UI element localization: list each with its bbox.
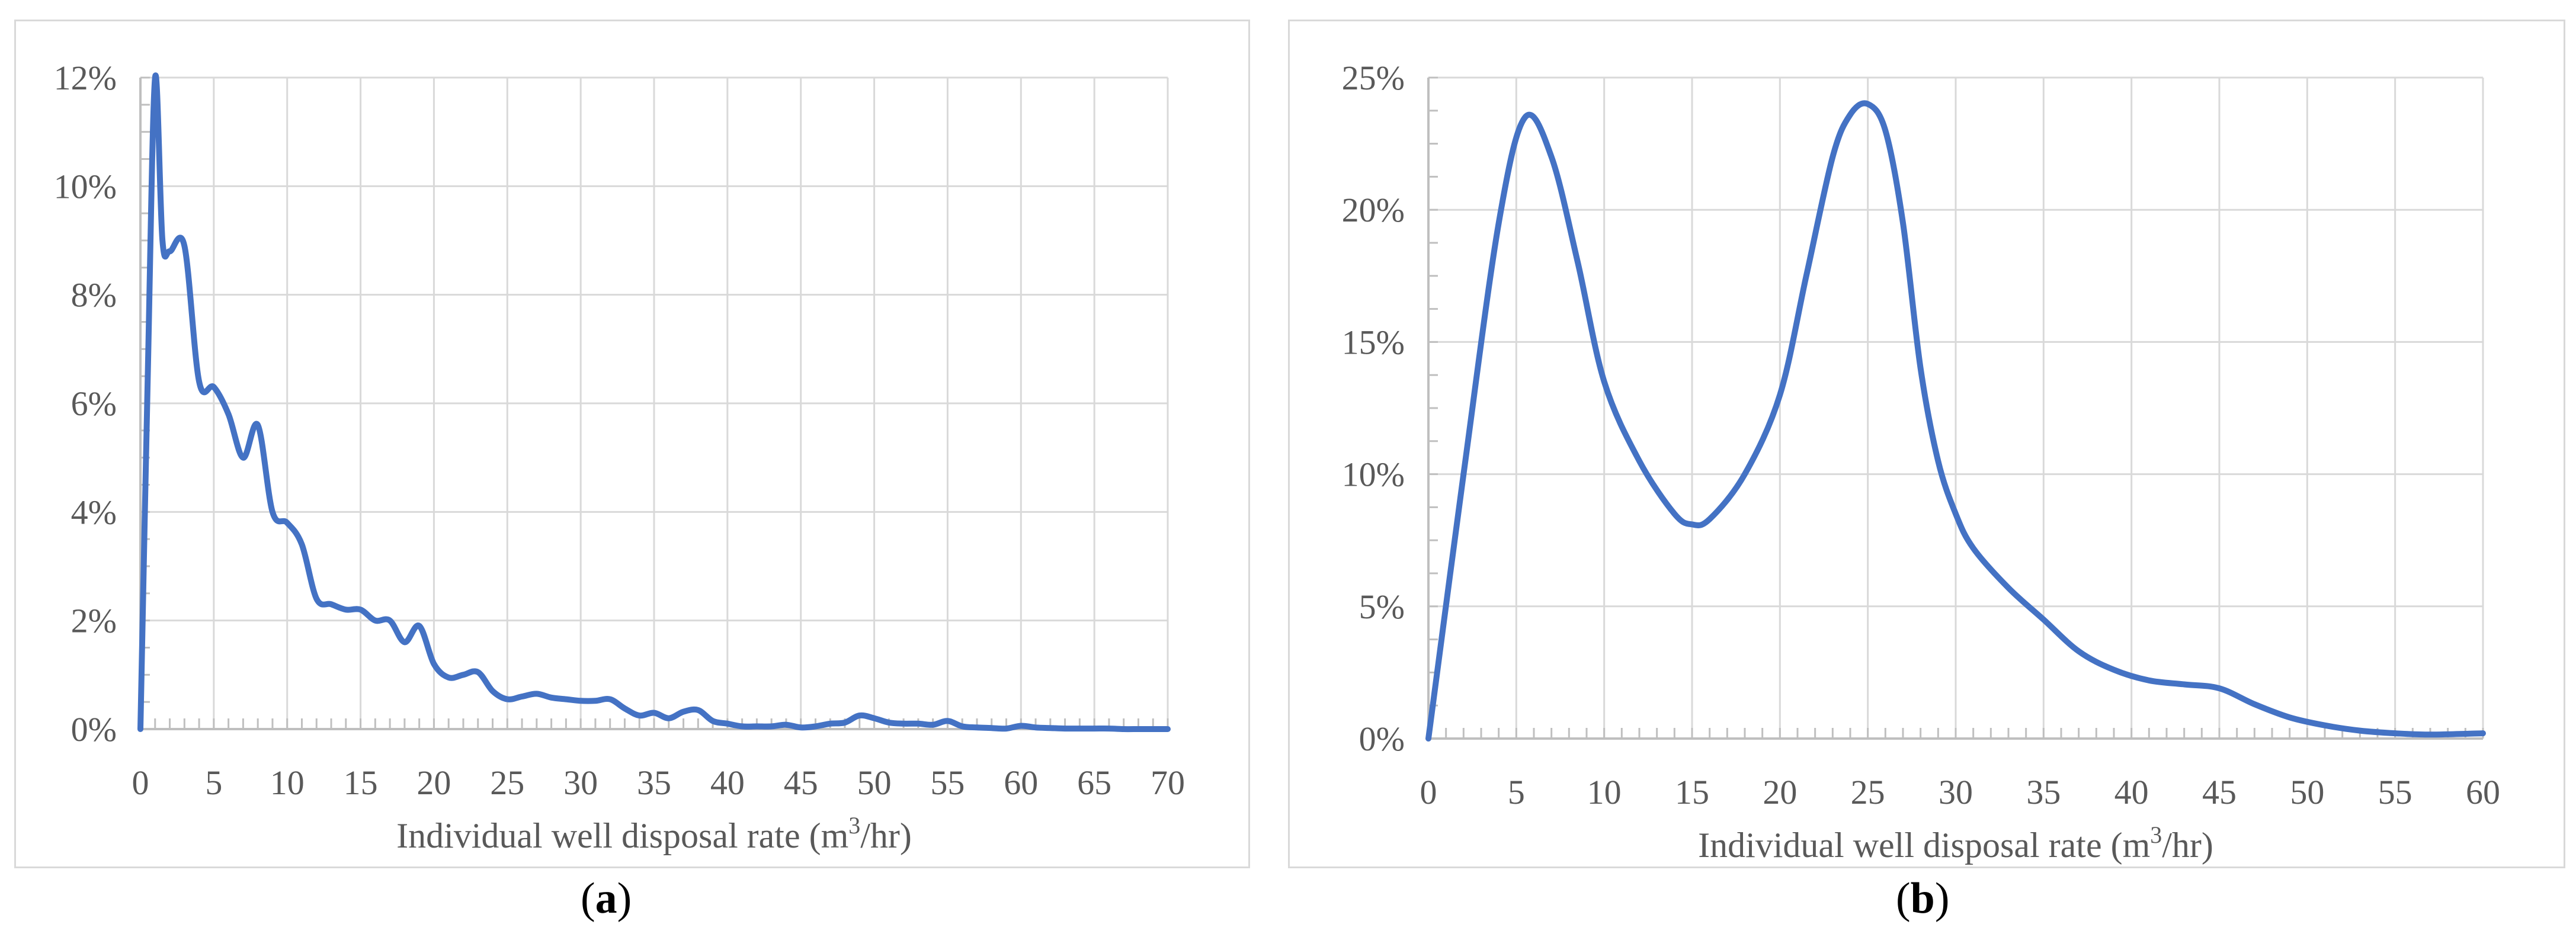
y-tick-label: 10% [54,167,117,206]
x-tick-label: 20 [1763,773,1797,811]
x-tick-label: 10 [270,763,305,802]
x-tick-label: 25 [1851,773,1885,811]
caption-a-open: ( [581,874,595,923]
y-tick-label: 4% [71,493,117,531]
x-axis-title: Individual well disposal rate (m3/hr) [396,812,912,855]
chart-panel-a: 0 5 10 15 20 25 30 35 40 45 50 55 60 65 70 0% 2% 4% 6% 8% 10… [14,20,1250,868]
x-tick-label: 60 [1004,763,1038,802]
x-tick-label: 60 [2466,773,2500,811]
x-axis-title-end: /hr) [2162,826,2213,865]
y-tick-label: 25% [1342,59,1405,97]
chart-b-svg: 0 5 10 15 20 25 30 35 40 45 50 55 60 0% 5% 10% 15% 20% 25%… [1342,59,2500,865]
x-axis-title-superscript: 3 [2150,821,2162,848]
y-tick-label: 0% [1359,720,1405,758]
x-tick-label: 35 [637,763,671,802]
x-tick-label: 10 [1587,773,1622,811]
x-tick-label: 0 [132,763,149,802]
x-tick-label: 0 [1420,773,1437,811]
y-tick-label: 2% [71,602,117,640]
x-tick-label: 40 [2114,773,2149,811]
series-line [1425,100,2486,742]
y-tick-label: 20% [1342,191,1405,229]
y-tick-label: 8% [71,276,117,314]
chart-panel-b: 0 5 10 15 20 25 30 35 40 45 50 55 60 0% 5% 10% 15% 20% 25%… [1288,20,2565,868]
caption-b-letter: b [1910,874,1935,923]
x-tick-label: 50 [2290,773,2324,811]
x-tick-label: 5 [205,763,222,802]
caption-a: (a) [581,874,632,924]
x-tick-label: 15 [344,763,378,802]
series-line [137,72,1171,733]
x-tick-label: 20 [416,763,451,802]
x-tick-label: 65 [1077,763,1111,802]
x-tick-label: 30 [563,763,598,802]
caption-b: (b) [1896,874,1949,924]
y-tick-label: 0% [71,710,117,749]
x-axis-title-main: Individual well disposal rate (m [1698,826,2150,865]
chart-a-svg: 0 5 10 15 20 25 30 35 40 45 50 55 60 65 70 0% 2% 4% 6% 8% 10… [54,59,1185,855]
y-tick-label: 12% [54,59,117,97]
x-tick-label: 15 [1675,773,1709,811]
x-tick-label: 25 [490,763,524,802]
x-axis-title-end: /hr) [860,816,912,855]
caption-a-letter: a [595,874,617,923]
x-tick-label: 55 [930,763,965,802]
caption-a-close: ) [617,874,632,923]
x-tick-label: 50 [857,763,892,802]
x-tick-label: 5 [1508,773,1525,811]
y-tick-label: 5% [1359,588,1405,626]
y-tick-label: 6% [71,384,117,423]
x-tick-label: 35 [2026,773,2061,811]
x-tick-label: 45 [784,763,818,802]
x-tick-label: 70 [1151,763,1185,802]
x-tick-label: 45 [2202,773,2237,811]
x-tick-label: 30 [1939,773,1973,811]
caption-b-open: ( [1896,874,1911,923]
x-axis-title: Individual well disposal rate (m3/hr) [1698,821,2213,865]
caption-b-close: ) [1934,874,1950,923]
y-tick-label: 10% [1342,455,1405,494]
x-axis-title-superscript: 3 [848,812,860,839]
x-axis-title-main: Individual well disposal rate (m [396,816,848,855]
y-tick-label: 15% [1342,323,1405,361]
x-tick-label: 40 [710,763,745,802]
x-tick-label: 55 [2378,773,2412,811]
